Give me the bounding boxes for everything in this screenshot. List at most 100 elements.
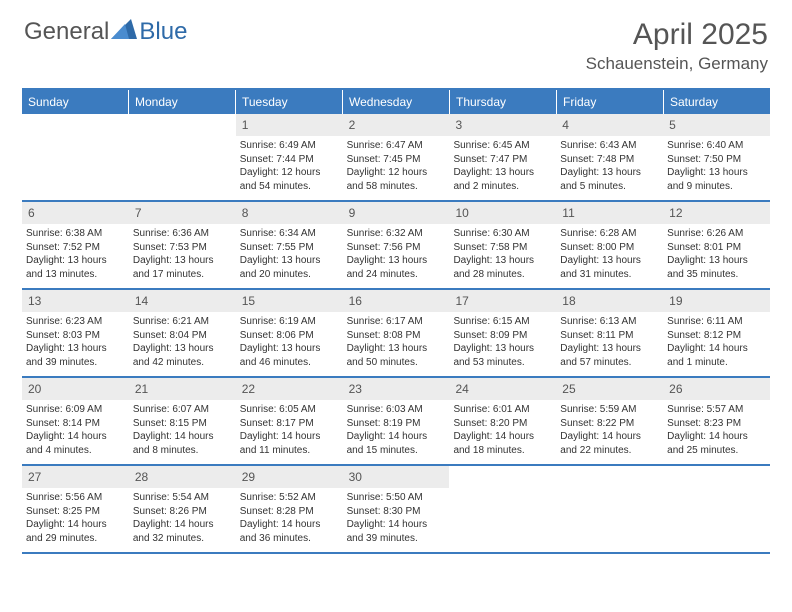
sunrise-text: Sunrise: 6:38 AM [26,227,125,241]
week-row: 13 Sunrise: 6:23 AMSunset: 8:03 PM Dayligh… [22,290,770,378]
day-number: 25 [556,378,663,400]
day-number: 18 [556,290,663,312]
sunrise-text: Sunrise: 6:26 AM [667,227,766,241]
day-cell: 28Sunrise: 5:54 AMSunset: 8:26 PMDayligh… [129,466,236,552]
sunset-text: Sunset: 7:53 PM [133,241,232,255]
sunset-text: Sunset: 8:17 PM [240,417,339,431]
sunrise-text: Sunrise: 6:13 AM [560,315,659,329]
sunrise-text: Sunrise: 6:23 AM [26,315,125,329]
sunrise-text: Sunrise: 6:36 AM [133,227,232,241]
sunset-text: Sunset: 7:50 PM [667,153,766,167]
week-row: 20Sunrise: 6:09 AMSunset: 8:14 PMDayligh… [22,378,770,466]
sunrise-text: Sunrise: 5:56 AM [26,491,125,505]
sunset-text: Sunset: 7:58 PM [453,241,552,255]
sunset-text: Sunset: 8:19 PM [347,417,446,431]
day-cell: 18Sunrise: 6:13 AMSunset: 8:11 PMDayligh… [556,290,663,376]
day-cell: 16 Sunrise: 6:17 AMSunset: 8:08 PMDayligh… [343,290,450,376]
daylight-text: Daylight: 13 hours and 31 minutes. [560,254,659,281]
day-body: Sunrise: 5:59 AMSunset: 8:22 PMDaylight:… [556,403,663,457]
day-body: Sunrise: 6:47 AMSunset: 7:45 PMDaylight:… [343,139,450,193]
sunset-text: Sunset: 8:01 PM [667,241,766,255]
daylight-text: Daylight: 13 hours and 46 minutes. [240,342,339,369]
day-cell: 12Sunrise: 6:26 AMSunset: 8:01 PMDayligh… [663,202,770,288]
day-body: Sunrise: 6:05 AMSunset: 8:17 PMDaylight:… [236,403,343,457]
day-number: 29 [236,466,343,488]
day-number: 22 [236,378,343,400]
day-body: Sunrise: 5:50 AMSunset: 8:30 PMDaylight:… [343,491,450,545]
day-body: Sunrise: 6:01 AMSunset: 8:20 PMDaylight:… [449,403,556,457]
day-number: 17 [449,290,556,312]
day-cell: 27Sunrise: 5:56 AMSunset: 8:25 PMDayligh… [22,466,129,552]
sunrise-text: Sunrise: 6:03 AM [347,403,446,417]
sunset-text: Sunset: 8:12 PM [667,329,766,343]
day-cell: 9Sunrise: 6:32 AMSunset: 7:56 PMDaylight… [343,202,450,288]
day-body: Sunrise: 5:57 AMSunset: 8:23 PMDaylight:… [663,403,770,457]
day-number: 7 [129,202,236,224]
day-body: Sunrise: 5:56 AMSunset: 8:25 PMDaylight:… [22,491,129,545]
day-cell: 24Sunrise: 6:01 AMSunset: 8:20 PMDayligh… [449,378,556,464]
day-number: 6 [22,202,129,224]
day-cell: 30Sunrise: 5:50 AMSunset: 8:30 PMDayligh… [343,466,450,552]
daylight-text: Daylight: 13 hours and 17 minutes. [133,254,232,281]
sunset-text: Sunset: 8:03 PM [26,329,125,343]
daylight-text: Daylight: 13 hours and 57 minutes. [560,342,659,369]
daylight-text: Daylight: 13 hours and 50 minutes. [347,342,446,369]
day-cell [449,466,556,552]
day-number: 1 [236,114,343,136]
daylight-text: Daylight: 14 hours and 1 minute. [667,342,766,369]
day-body: Sunrise: 6:21 AMSunset: 8:04 PMDaylight:… [129,315,236,369]
sunrise-text: Sunrise: 5:50 AM [347,491,446,505]
sunrise-text: Sunrise: 6:30 AM [453,227,552,241]
sunrise-text: Sunrise: 6:40 AM [667,139,766,153]
sunrise-text: Sunrise: 6:09 AM [26,403,125,417]
sunrise-text: Sunrise: 6:47 AM [347,139,446,153]
day-header: Sunday [22,90,129,114]
day-body: Sunrise: 5:54 AMSunset: 8:26 PMDaylight:… [129,491,236,545]
day-number: 13 [22,290,129,312]
day-cell: 7 Sunrise: 6:36 AMSunset: 7:53 PMDaylight… [129,202,236,288]
sunset-text: Sunset: 8:06 PM [240,329,339,343]
day-body: Sunrise: 6:34 AMSunset: 7:55 PMDaylight:… [236,227,343,281]
sunrise-text: Sunrise: 6:01 AM [453,403,552,417]
daylight-text: Daylight: 13 hours and 2 minutes. [453,166,552,193]
day-header: Saturday [664,90,770,114]
day-number: 23 [343,378,450,400]
day-body: Sunrise: 6:17 AMSunset: 8:08 PMDaylight:… [343,315,450,369]
day-number: 16 [343,290,450,312]
day-cell: 29 Sunrise: 5:52 AMSunset: 8:28 PMDayligh… [236,466,343,552]
sunrise-text: Sunrise: 5:52 AM [240,491,339,505]
sunset-text: Sunset: 7:56 PM [347,241,446,255]
day-body: Sunrise: 5:52 AMSunset: 8:28 PMDaylight:… [236,491,343,545]
sunrise-text: Sunrise: 5:59 AM [560,403,659,417]
day-number: 5 [663,114,770,136]
day-cell: 13Sunrise: 6:23 AMSunset: 8:03 PMDayligh… [22,290,129,376]
day-number: 15 [236,290,343,312]
day-header-row: SundayMondayTuesdayWednesdayThursdayFrid… [22,90,770,114]
sunrise-text: Sunrise: 6:21 AM [133,315,232,329]
sunrise-text: Sunrise: 6:17 AM [347,315,446,329]
sunrise-text: Sunrise: 6:19 AM [240,315,339,329]
sunset-text: Sunset: 8:30 PM [347,505,446,519]
daylight-text: Daylight: 14 hours and 11 minutes. [240,430,339,457]
day-cell: 20Sunrise: 6:09 AMSunset: 8:14 PMDayligh… [22,378,129,464]
day-cell: 25 Sunrise: 5:59 AMSunset: 8:22 PMDayligh… [556,378,663,464]
daylight-text: Daylight: 13 hours and 13 minutes. [26,254,125,281]
day-body: Sunrise: 6:38 AMSunset: 7:52 PMDaylight:… [22,227,129,281]
sunset-text: Sunset: 8:22 PM [560,417,659,431]
day-body: Sunrise: 6:43 AMSunset: 7:48 PMDaylight:… [556,139,663,193]
sunset-text: Sunset: 7:45 PM [347,153,446,167]
day-number: 26 [663,378,770,400]
week-row: 1 Sunrise: 6:49 AMSunset: 7:44 PMDaylight… [22,114,770,202]
daylight-text: Daylight: 13 hours and 5 minutes. [560,166,659,193]
day-body: Sunrise: 6:03 AMSunset: 8:19 PMDaylight:… [343,403,450,457]
sunset-text: Sunset: 7:47 PM [453,153,552,167]
sunset-text: Sunset: 8:15 PM [133,417,232,431]
sunset-text: Sunset: 7:48 PM [560,153,659,167]
day-cell [556,466,663,552]
day-number: 4 [556,114,663,136]
day-body: Sunrise: 6:32 AMSunset: 7:56 PMDaylight:… [343,227,450,281]
day-header: Friday [557,90,664,114]
day-number: 8 [236,202,343,224]
sunset-text: Sunset: 7:52 PM [26,241,125,255]
day-body: Sunrise: 6:49 AMSunset: 7:44 PMDaylight:… [236,139,343,193]
